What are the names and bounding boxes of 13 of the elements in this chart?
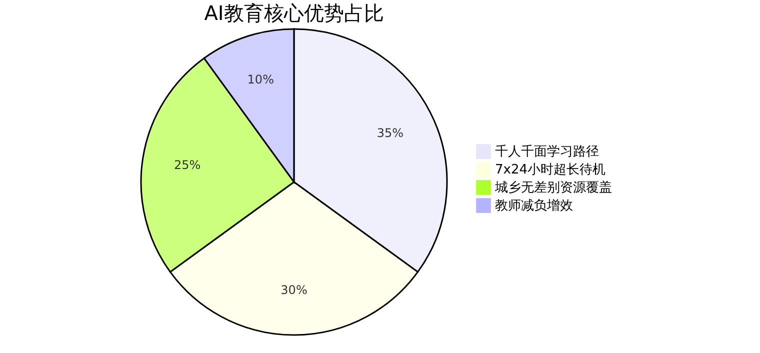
data-label: 10% — [247, 72, 274, 86]
data-label: 35% — [376, 126, 404, 140]
data-label: 30% — [280, 283, 308, 297]
legend-label: 千人千面学习路径 — [495, 144, 599, 160]
pie-slice — [293, 28, 448, 273]
chart-title: AI教育核心优势占比 — [204, 1, 384, 25]
legend-label: 教师减负增效 — [495, 198, 573, 214]
legend-label: 7x24小时超长待机 — [495, 162, 606, 178]
pie-slice — [203, 28, 295, 183]
data-label: 25% — [174, 158, 201, 172]
legend-label: 城乡无差别资源覆盖 — [494, 180, 612, 196]
pie-slice — [140, 57, 295, 273]
pie-slice — [169, 181, 419, 336]
